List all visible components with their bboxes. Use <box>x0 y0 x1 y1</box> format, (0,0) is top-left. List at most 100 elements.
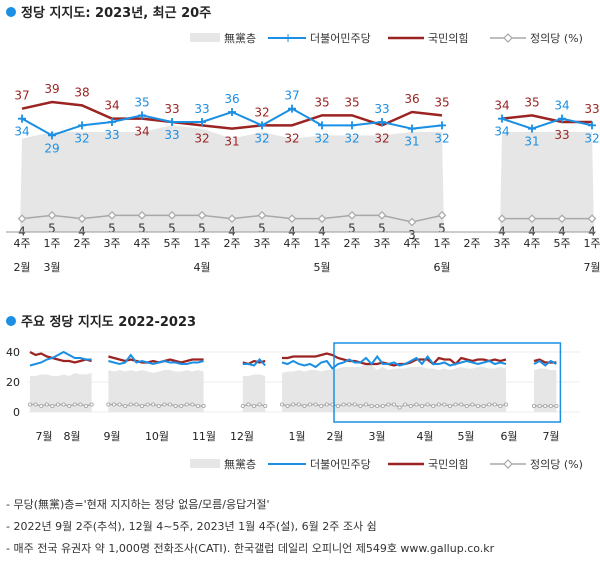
point-democratic <box>288 104 296 113</box>
label-democratic: 31 <box>404 135 419 149</box>
label-justice: 5 <box>138 221 146 235</box>
point-justice <box>33 402 38 407</box>
point-justice <box>263 403 268 409</box>
label-ppp: 35 <box>524 95 539 109</box>
point-democratic <box>558 114 566 123</box>
legend2-jus-marker-icon <box>503 459 513 469</box>
point-democratic <box>528 124 536 133</box>
point-justice <box>459 402 464 407</box>
x-tick-month: 3월 <box>368 430 385 443</box>
x-tick-week: 3주 <box>373 237 390 250</box>
x-tick-month: 6월 <box>500 430 517 443</box>
point-justice <box>279 402 285 407</box>
legend-none-swatch <box>190 33 220 42</box>
x-tick-week: 1주 <box>193 237 210 250</box>
x-tick-week: 2주 <box>343 237 360 250</box>
label-ppp: 33 <box>164 102 179 116</box>
x-tick-week: 1주 <box>313 237 330 250</box>
x-tick-week: 5주 <box>163 237 180 250</box>
point-justice <box>369 403 374 409</box>
label-democratic: 29 <box>44 141 59 155</box>
title-bullet-icon <box>6 316 16 326</box>
label-ppp: 36 <box>404 92 419 106</box>
x-tick-month: 5월 <box>313 261 330 274</box>
x-tick-week: 4주 <box>403 237 420 250</box>
point-justice <box>403 402 408 407</box>
x-tick-month: 6월 <box>433 261 450 274</box>
point-democratic <box>78 121 86 130</box>
no-party-area <box>534 368 557 412</box>
point-justice <box>436 402 441 407</box>
x-tick-month: 8월 <box>63 430 80 443</box>
point-democratic <box>138 111 146 120</box>
point-justice <box>447 403 453 409</box>
point-justice <box>347 210 357 220</box>
point-justice <box>17 214 27 224</box>
legend-dem-label: 더불어민주당 <box>310 32 371 45</box>
point-justice <box>497 214 507 224</box>
series-line-democratic <box>242 358 266 367</box>
label-ppp: 35 <box>314 95 329 109</box>
series-line-ppp <box>501 114 592 124</box>
point-justice <box>358 403 363 409</box>
point-justice <box>442 402 447 407</box>
point-justice <box>44 402 49 407</box>
x-tick-week: 4주 <box>133 237 150 250</box>
legend-ppp-label: 국민의힘 <box>428 32 468 45</box>
point-justice <box>380 403 385 409</box>
label-democratic: 32 <box>344 131 359 145</box>
legend2-jus-label: 정의당 (%) <box>530 458 583 471</box>
no-party-area <box>30 373 92 412</box>
point-democratic <box>588 121 596 130</box>
point-justice <box>335 403 341 409</box>
chart2-title: 주요 정당 지지도 2022-2023 <box>21 314 196 330</box>
point-justice <box>197 210 207 220</box>
label-justice: 5 <box>198 221 206 235</box>
legend2-ppp-label: 국민의힘 <box>428 458 468 471</box>
point-justice <box>487 402 492 407</box>
x-tick-month: 12월 <box>230 430 254 443</box>
label-ppp: 39 <box>44 82 59 96</box>
label-ppp: 32 <box>194 131 209 145</box>
legend2-none-swatch <box>190 459 220 468</box>
point-justice <box>145 402 150 407</box>
point-justice <box>27 402 33 407</box>
point-justice <box>107 210 117 220</box>
point-justice <box>47 210 57 220</box>
label-justice: 5 <box>348 221 356 235</box>
point-justice <box>162 402 167 407</box>
series-line-democratic <box>501 117 593 130</box>
x-tick-month: 11월 <box>192 430 216 443</box>
label-ppp: 37 <box>14 89 29 103</box>
legend2-none-label: 無黨층 <box>224 457 256 471</box>
title-bullet-icon <box>6 7 16 17</box>
point-justice <box>470 402 475 407</box>
legend-dem-marker-icon: + <box>283 31 293 45</box>
x-tick-month: 7월 <box>583 261 600 274</box>
point-justice <box>481 403 486 409</box>
label-justice: 5 <box>108 221 116 235</box>
label-democratic: 33 <box>104 128 119 142</box>
point-justice <box>195 403 201 409</box>
label-democratic: 34 <box>554 99 569 113</box>
point-justice <box>285 403 290 409</box>
point-justice <box>386 402 391 407</box>
point-democratic <box>228 108 236 117</box>
y-tick-label: 0 <box>13 406 20 419</box>
no-party-area <box>108 370 204 412</box>
label-democratic: 32 <box>434 131 449 145</box>
series-line-ppp <box>282 352 507 367</box>
point-justice <box>134 402 139 407</box>
point-justice <box>437 210 447 220</box>
footnote-2: - 2022년 9월 2주(추석), 12월 4~5주, 2023년 1월 4주… <box>6 520 377 533</box>
point-justice <box>377 210 387 220</box>
point-justice <box>319 403 324 409</box>
no-party-area <box>500 132 594 232</box>
point-justice <box>167 402 173 407</box>
label-ppp: 32 <box>254 105 269 119</box>
label-ppp: 31 <box>224 135 239 149</box>
x-tick-week: 2주 <box>463 237 480 250</box>
label-ppp: 35 <box>344 95 359 109</box>
series-line-ppp <box>108 355 204 364</box>
label-justice: 5 <box>258 221 266 235</box>
